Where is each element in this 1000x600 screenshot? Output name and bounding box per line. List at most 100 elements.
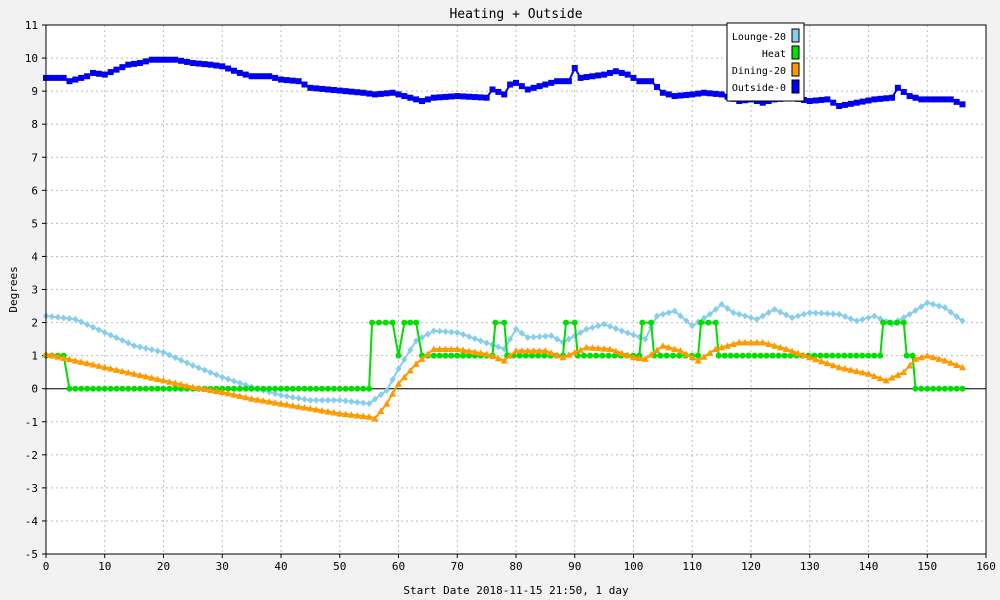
dining-20-point [906, 362, 914, 369]
heat-point [236, 385, 243, 392]
lounge-20-point [395, 365, 402, 373]
dining-20-point [794, 349, 802, 357]
outside-0-point [283, 77, 290, 84]
outside-0-point [395, 91, 402, 98]
dining-20-point [306, 405, 314, 412]
heat-point [113, 385, 120, 392]
lounge-20-point [236, 379, 243, 387]
outside-0-point [107, 69, 114, 76]
dining-20-point [318, 407, 326, 414]
lounge-20-point [859, 315, 866, 323]
dining-20-point [870, 372, 878, 380]
legend-swatch [791, 28, 800, 43]
dining-20-point [753, 338, 761, 346]
lounge-20-point [601, 320, 608, 328]
lounge-20-point [107, 331, 114, 339]
outside-0-point [442, 93, 449, 100]
dining-20-point [66, 355, 73, 363]
heat-point [912, 385, 919, 392]
lounge-20-point [936, 302, 942, 310]
heat-point [154, 385, 161, 392]
dining-20-point [48, 351, 56, 359]
dining-20-point [947, 359, 955, 366]
lounge-20-point [759, 312, 766, 320]
heat-point [739, 352, 746, 359]
plot-frame [45, 24, 987, 555]
dining-20-point [60, 354, 68, 361]
heat-point [295, 385, 302, 392]
y-tick-label: 5 [31, 217, 38, 230]
lounge-20-point [789, 314, 796, 322]
outside-0-point [560, 78, 566, 85]
dining-20-point [189, 383, 197, 391]
x-tick-label: 130 [800, 560, 820, 573]
outside-0-point [659, 89, 666, 96]
dining-20-point [841, 365, 849, 372]
lounge-20-point [125, 339, 132, 347]
dining-20-point [342, 410, 350, 418]
lounge-20-point [795, 312, 801, 320]
x-tick-label: 50 [333, 560, 346, 573]
dining-20-point [882, 376, 890, 384]
dining-20-point [665, 343, 673, 351]
outside-0-point [589, 73, 596, 80]
heat-point [769, 352, 776, 359]
dining-20-point [301, 404, 308, 411]
outside-0-point [654, 83, 660, 90]
dining-20-point [782, 345, 790, 353]
y-tick-label: 7 [31, 151, 38, 164]
heat-point [941, 385, 948, 392]
outside-0-point [630, 74, 637, 81]
dining-20-point [242, 393, 250, 401]
dining-20-point [659, 342, 667, 349]
lounge-20-point [142, 344, 149, 352]
dining-20-point [201, 385, 209, 393]
outside-0-point [501, 91, 508, 98]
outside-0-point [207, 61, 214, 68]
heat-point [715, 352, 722, 359]
heat-point [847, 352, 854, 359]
heat-point [137, 385, 143, 392]
heat-point [947, 385, 954, 392]
lounge-20-point [589, 324, 596, 332]
x-tick-label: 30 [216, 560, 229, 573]
heat-point [924, 385, 931, 392]
outside-0-point [154, 56, 161, 63]
outside-0-point [460, 93, 467, 100]
dining-20-point [512, 347, 520, 354]
lounge-20-point [231, 377, 237, 385]
heat-point [369, 319, 376, 326]
dining-20-point [718, 343, 726, 351]
outside-0-point [301, 81, 308, 88]
lounge-20-point [683, 317, 690, 325]
lounge-20-point [612, 325, 619, 333]
outside-0-point [436, 94, 443, 101]
heat-point [395, 352, 402, 359]
lounge-20-point [671, 307, 678, 315]
heat-point [131, 385, 138, 392]
heat-point [492, 319, 499, 326]
heat-point [936, 385, 942, 392]
lounge-20-point [113, 334, 120, 342]
heat-point [382, 319, 389, 326]
dining-20-point [359, 412, 367, 420]
lounge-20-point [548, 332, 555, 340]
x-tick-label: 20 [157, 560, 170, 573]
lounge-20-point [524, 333, 531, 341]
dining-20-point [859, 368, 867, 376]
outside-0-point [665, 91, 672, 98]
outside-0-point [142, 58, 149, 65]
heat-point [66, 385, 73, 392]
dining-20-point [442, 345, 449, 353]
heat-point [823, 352, 830, 359]
heat-point [413, 319, 420, 326]
heat-point [84, 385, 91, 392]
lounge-20-point [618, 327, 625, 335]
outside-0-point [642, 78, 649, 85]
dining-20-point [518, 347, 526, 354]
lounge-20-point [201, 366, 208, 374]
dining-20-point [230, 391, 238, 398]
outside-0-point [712, 90, 719, 97]
heat-point [829, 352, 836, 359]
lounge-20-point [383, 386, 390, 394]
